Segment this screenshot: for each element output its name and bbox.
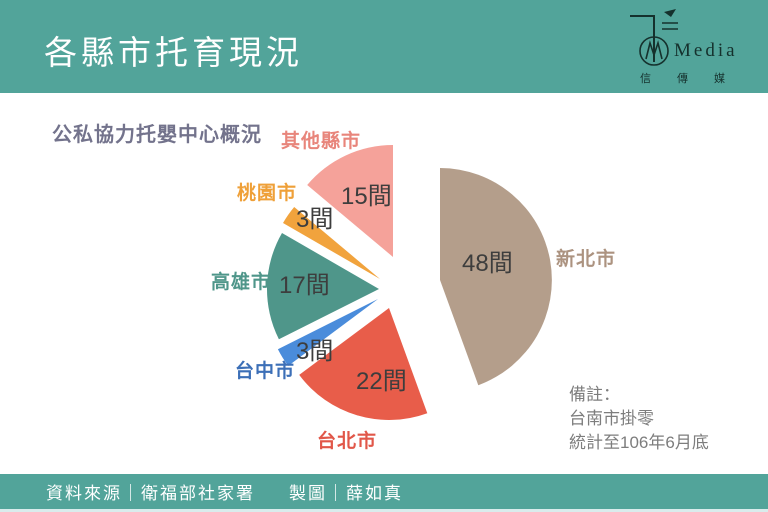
slice-value-xinbei: 48間 bbox=[462, 250, 513, 277]
chart-note: 備註： 台南市掛零 統計至106年6月底 bbox=[569, 383, 709, 455]
slice-label-kaohsiung: 高雄市 bbox=[211, 272, 272, 293]
slice-label-taichung: 台中市 bbox=[235, 361, 296, 382]
note-line-2: 台南市掛零 bbox=[569, 409, 654, 428]
logo-cjk-text: 信傳媒 bbox=[640, 73, 751, 85]
pie-slice-3 bbox=[266, 233, 379, 340]
note-line-3: 統計至106年6月底 bbox=[569, 433, 709, 452]
cmmedia-logo-icon bbox=[630, 9, 678, 66]
slice-label-others: 其他縣市 bbox=[281, 131, 362, 152]
footer-source: 資料來源｜衛福部社家署 bbox=[46, 484, 255, 503]
page-title: 各縣市托育現況 bbox=[44, 34, 303, 71]
pie-slice-4 bbox=[283, 207, 380, 279]
logo-media-text: Media bbox=[674, 40, 738, 61]
slice-label-taoyuan: 桃園市 bbox=[237, 183, 298, 204]
note-line-1: 備註： bbox=[569, 385, 620, 404]
slice-value-taichung: 3間 bbox=[296, 338, 334, 365]
chart-subtitle: 公私協力托嬰中心概況 bbox=[52, 124, 262, 146]
footer-bar: 資料來源｜衛福部社家署 製圖｜薛如真 bbox=[0, 474, 768, 509]
pie-slice-5 bbox=[307, 145, 393, 257]
slice-label-xinbei: 新北市 bbox=[556, 249, 617, 270]
slice-value-taoyuan: 3間 bbox=[296, 206, 334, 233]
header-bar: 各縣市托育現況 Media 信傳媒 bbox=[0, 0, 768, 93]
slice-value-taipei: 22間 bbox=[356, 368, 407, 395]
slice-label-taipei: 台北市 bbox=[317, 431, 378, 452]
slice-value-kaohsiung: 17間 bbox=[279, 272, 330, 299]
footer-accent-strip bbox=[0, 509, 768, 512]
footer-credit: 製圖｜薛如真 bbox=[289, 484, 403, 503]
pie-slice-1 bbox=[299, 308, 428, 420]
pie-slice-0 bbox=[440, 168, 552, 386]
slice-value-others: 15間 bbox=[341, 183, 392, 210]
pie-slice-2 bbox=[277, 299, 378, 366]
cmmedia-logo: Media 信傳媒 bbox=[616, 4, 756, 90]
